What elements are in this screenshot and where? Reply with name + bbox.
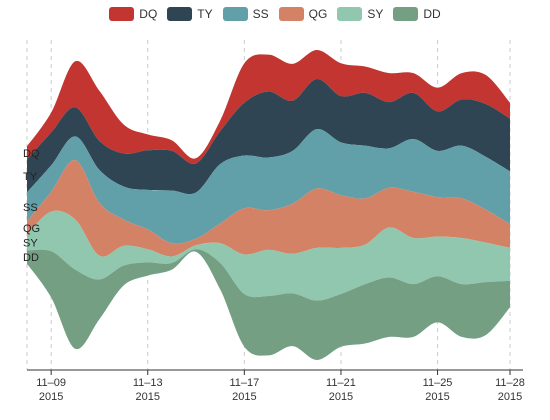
legend-label: TY — [197, 7, 213, 21]
x-tick-label: 11–21 — [326, 377, 356, 389]
series-label-qg: QG — [23, 223, 40, 235]
stream-dd[interactable] — [27, 249, 510, 361]
legend-swatch — [109, 7, 135, 21]
legend-swatch — [337, 7, 363, 21]
legend-swatch — [278, 7, 304, 21]
legend-label: SY — [367, 7, 384, 21]
stream-sy[interactable] — [27, 210, 510, 301]
series-label-ty: TY — [23, 171, 38, 183]
legend-swatch — [167, 7, 193, 21]
legend-swatch — [222, 7, 248, 21]
x-tick-label: 11–25 — [423, 377, 453, 389]
legend-item-dd[interactable]: DD — [393, 4, 441, 24]
legend-item-ty[interactable]: TY — [167, 4, 213, 24]
x-tick-label: 11–13 — [133, 377, 163, 389]
x-tick-year-label: 2015 — [39, 391, 63, 403]
x-tick-label: 11–09 — [36, 377, 66, 389]
stream-ty[interactable] — [27, 78, 510, 195]
legend-label: DQ — [139, 7, 158, 21]
x-axis: 11–09 2015 11–13 2015 11–17 2015 11–21 2015 11–2… — [27, 369, 525, 403]
stream-ss[interactable] — [27, 129, 510, 244]
legend: DQ TY SS QG SY DD — [0, 4, 550, 24]
legend-item-sy[interactable]: SY — [337, 4, 383, 24]
legend-label: SS — [252, 7, 269, 21]
x-tick-year-label: 2015 — [425, 391, 449, 403]
x-tick-year-label: 2015 — [136, 391, 160, 403]
series-label-ss: SS — [23, 202, 38, 214]
legend-swatch — [393, 7, 419, 21]
series-label-sy: SY — [23, 238, 38, 250]
x-tick-year-label: 2015 — [498, 391, 522, 403]
series-labels: DQ TY SS QG SY DD — [23, 148, 40, 264]
x-tick-label: 11–28 — [495, 377, 525, 389]
legend-label: QG — [308, 7, 328, 21]
series-label-dd: DD — [23, 252, 39, 264]
stream-qg[interactable] — [27, 160, 510, 257]
x-tick-year-label: 2015 — [232, 391, 256, 403]
legend-item-qg[interactable]: QG — [278, 4, 328, 24]
legend-label: DD — [423, 7, 441, 21]
legend-item-ss[interactable]: SS — [222, 4, 269, 24]
x-tick-label: 11–17 — [229, 377, 259, 389]
stream-areas — [27, 49, 510, 361]
stream-dq[interactable] — [27, 49, 510, 164]
legend-item-dq[interactable]: DQ — [109, 4, 157, 24]
series-label-dq: DQ — [23, 148, 40, 160]
x-tick-year-label: 2015 — [329, 391, 353, 403]
